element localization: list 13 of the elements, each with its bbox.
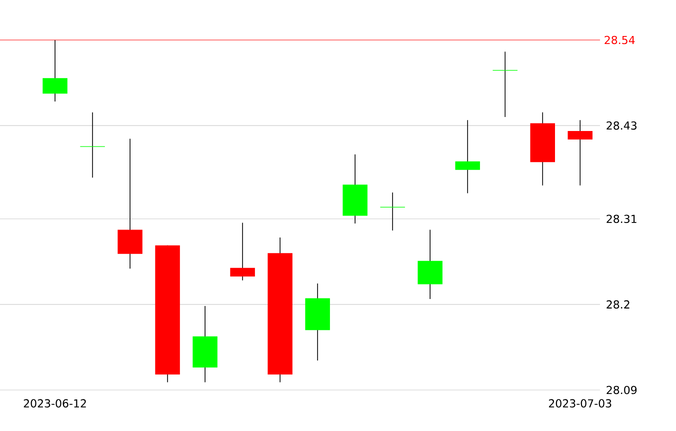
candlestick (568, 120, 593, 186)
candlestick (380, 192, 406, 231)
ref-line-label: 28.54 (604, 36, 635, 44)
y-tick-label: 28.2 (606, 300, 630, 309)
x-tick-label: 2023-06-12 (24, 399, 86, 408)
y-tick-label: 28.09 (606, 386, 637, 394)
y-tick-label: 28.43 (606, 121, 636, 130)
candlestick (80, 112, 106, 178)
candlestick (492, 51, 518, 118)
y-tick-label: 28.31 (606, 214, 636, 224)
x-tick-label: 2023-07-03 (548, 399, 612, 408)
candlestick (455, 120, 480, 194)
candlestick (230, 222, 255, 281)
